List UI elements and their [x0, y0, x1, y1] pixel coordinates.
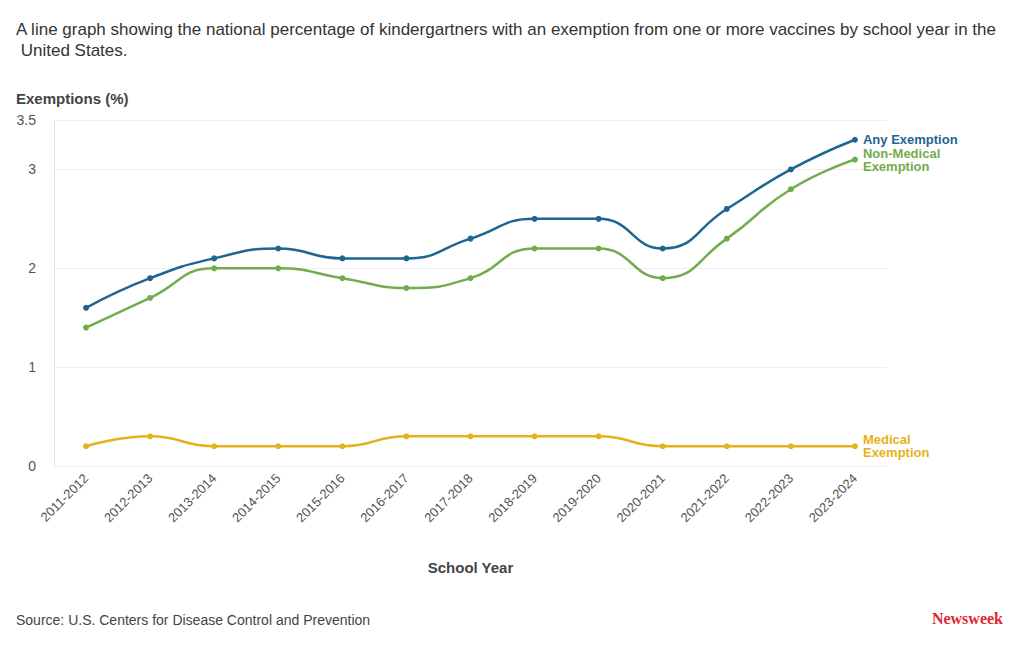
- svg-text:Source: U.S. Centers for Disea: Source: U.S. Centers for Disease Control…: [16, 612, 370, 628]
- svg-text:2018-2019: 2018-2019: [485, 471, 540, 526]
- svg-text:Newsweek: Newsweek: [932, 610, 1003, 627]
- svg-text:2023-2024: 2023-2024: [806, 471, 861, 526]
- svg-text:A line graph showing the natio: A line graph showing the national percen…: [16, 20, 996, 39]
- svg-text:2013-2014: 2013-2014: [165, 471, 220, 526]
- svg-text:3.5: 3.5: [17, 112, 37, 128]
- svg-text:3: 3: [28, 161, 36, 177]
- svg-text:2012-2013: 2012-2013: [101, 471, 156, 526]
- svg-text:2: 2: [28, 260, 36, 276]
- svg-text:United States.: United States.: [16, 41, 128, 60]
- svg-text:School Year: School Year: [428, 559, 514, 576]
- svg-text:2015-2016: 2015-2016: [293, 471, 348, 526]
- svg-text:2016-2017: 2016-2017: [357, 471, 412, 526]
- svg-text:2022-2023: 2022-2023: [742, 471, 797, 526]
- svg-text:2021-2022: 2021-2022: [678, 471, 733, 526]
- svg-text:Any Exemption: Any Exemption: [863, 132, 958, 148]
- svg-text:Exemption: Exemption: [863, 159, 930, 174]
- svg-text:Exemptions (%): Exemptions (%): [16, 90, 129, 107]
- svg-text:Medical: Medical: [863, 432, 915, 448]
- svg-text:2011-2012: 2011-2012: [38, 471, 92, 525]
- svg-text:2014-2015: 2014-2015: [229, 471, 284, 526]
- svg-text:Non-Medical: Non-Medical: [863, 145, 944, 161]
- svg-text:2019-2020: 2019-2020: [549, 471, 604, 526]
- svg-text:Exemption: Exemption: [863, 445, 930, 460]
- svg-text:0: 0: [28, 458, 36, 474]
- svg-text:1: 1: [28, 359, 36, 375]
- svg-text:2020-2021: 2020-2021: [614, 471, 669, 526]
- svg-text:2017-2018: 2017-2018: [421, 471, 476, 526]
